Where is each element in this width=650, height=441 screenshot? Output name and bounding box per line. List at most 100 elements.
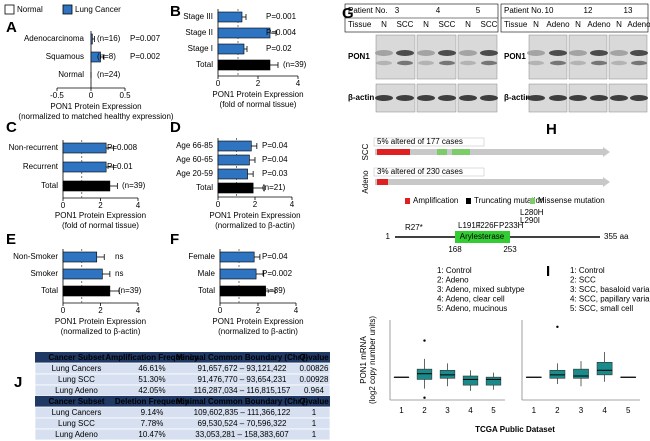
category-label: Total xyxy=(196,60,213,69)
protein-label: PON1 xyxy=(348,52,370,61)
category-label: Recurrent xyxy=(23,162,59,171)
blot-image xyxy=(416,34,457,80)
legend-swatch xyxy=(405,198,410,204)
legend-swatch xyxy=(466,198,471,204)
x-tick-label: 4 xyxy=(136,306,141,315)
x-axis-label: PON1 Protein Expression xyxy=(55,317,146,326)
p-label: P=0.004 xyxy=(266,28,297,37)
category-label: Smoker xyxy=(30,269,58,278)
error-bar xyxy=(109,288,120,294)
bar xyxy=(217,11,243,23)
outlier xyxy=(423,339,426,342)
table-cell: 91,476,770 – 93,654,231 xyxy=(198,375,288,384)
x-tick-label: 5 xyxy=(626,406,631,415)
x-tick-label: 0 xyxy=(61,201,66,210)
bar xyxy=(217,43,245,55)
panel-letter: I xyxy=(546,263,550,280)
position-label: 1 xyxy=(386,232,391,241)
patient-label: 3 xyxy=(395,6,400,15)
x-tick-label: 4 xyxy=(602,406,607,415)
summary-box xyxy=(373,167,485,177)
table-cell: 7.78% xyxy=(141,419,164,428)
error-bar xyxy=(106,145,115,151)
header-label: Patient No. xyxy=(348,6,388,15)
x-axis-label: (fold of normal tissue) xyxy=(220,100,297,109)
box xyxy=(596,361,613,376)
legend-label: 4: SCC, papillary variant xyxy=(570,295,650,304)
band xyxy=(480,50,498,56)
domain-label: Arylesterase xyxy=(460,232,505,241)
y-axis-label: PON1 mRNA xyxy=(359,336,368,384)
bar xyxy=(90,33,93,45)
table-cell: Lung SCC xyxy=(58,375,95,384)
x-tick-label: 2 xyxy=(98,201,103,210)
error-bar xyxy=(92,36,95,42)
bar xyxy=(219,285,266,297)
x-tick-label: 4 xyxy=(296,79,301,88)
tissue-label: SCC xyxy=(439,20,456,29)
table-cell: 0.964 xyxy=(304,386,325,395)
mutation-label: I226F xyxy=(478,221,499,230)
blot-image xyxy=(375,34,416,80)
x-tick-label: -0.5 xyxy=(50,91,64,100)
x-axis-label: (normalized to β-actin) xyxy=(61,327,141,336)
x-axis-label: TCGA Public Dataset xyxy=(475,425,555,434)
band xyxy=(376,60,392,66)
legend-label: Normal xyxy=(17,5,43,14)
tissue-label: SCC xyxy=(481,20,498,29)
tissue-label: Adeno xyxy=(627,20,650,29)
x-axis-label: (fold of normal tissue) xyxy=(62,221,139,230)
band xyxy=(418,60,434,66)
category-label: Squamous xyxy=(46,52,84,61)
error-bar xyxy=(251,143,258,149)
alteration xyxy=(452,149,470,155)
bar xyxy=(217,182,254,194)
x-tick-label: 1 xyxy=(532,406,537,415)
patient-label: 13 xyxy=(624,6,633,15)
table-cell: 42.05% xyxy=(138,386,165,395)
table-cell: 1 xyxy=(312,430,317,439)
mutation-label: L290I xyxy=(520,216,540,225)
protein-label: β-actin xyxy=(504,93,530,102)
track-bar xyxy=(375,179,603,185)
p-label: ns xyxy=(115,269,123,278)
panel-letter: G xyxy=(342,5,354,22)
p-label: ns xyxy=(115,252,123,261)
header-cell: Amplification Frequency xyxy=(105,353,199,362)
band xyxy=(459,50,477,56)
band xyxy=(611,60,627,66)
table-cell: 51.30% xyxy=(138,375,165,384)
x-tick-label: 4 xyxy=(468,406,473,415)
error-bar xyxy=(100,54,105,60)
band xyxy=(610,50,628,56)
band xyxy=(375,95,393,101)
alteration xyxy=(437,149,447,155)
category-label: Total xyxy=(41,286,58,295)
bar xyxy=(217,27,271,39)
x-tick-label: 4 xyxy=(290,200,295,209)
p-label: P=0.008 xyxy=(107,143,138,152)
error-bar xyxy=(109,183,118,189)
category-label: Non-Smoker xyxy=(13,252,58,261)
x-tick-label: 0 xyxy=(216,200,221,209)
band xyxy=(397,60,413,66)
bar xyxy=(219,268,257,280)
band xyxy=(417,50,435,56)
p-label: P=0.002 xyxy=(130,52,161,61)
mutation-label: P233H xyxy=(499,221,524,230)
outlier xyxy=(423,396,426,399)
x-axis-label: (normalized to β-actin) xyxy=(218,327,298,336)
header-cell: Cancer Subset xyxy=(48,353,104,362)
category-label: Stage III xyxy=(183,12,213,21)
band xyxy=(570,60,586,66)
error-bar xyxy=(253,185,265,191)
tissue-label: N xyxy=(465,20,471,29)
tissue-label: SCC xyxy=(397,20,414,29)
table-cell: Lung Cancers xyxy=(52,408,102,417)
band xyxy=(569,95,587,101)
category-label: Adenocarcinoma xyxy=(24,34,85,43)
band xyxy=(630,50,648,56)
bar xyxy=(62,251,98,263)
x-tick-label: 4 xyxy=(294,306,299,315)
